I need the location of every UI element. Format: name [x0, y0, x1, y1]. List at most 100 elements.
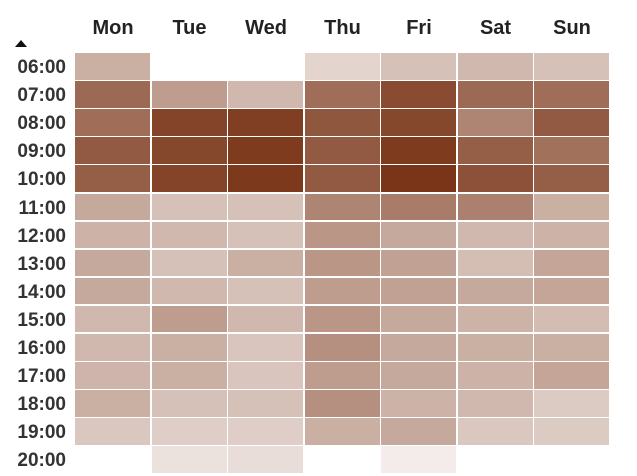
heatmap-cell-tue-0700	[151, 81, 227, 108]
heatmap-cell-fri-1500	[381, 305, 456, 333]
hour-label-1900: 19:00	[17, 422, 66, 444]
hour-label-2000: 20:00	[17, 450, 66, 472]
day-label-thu: Thu	[324, 17, 361, 39]
hour-label-1700: 17:00	[17, 366, 66, 388]
heatmap-cell-sun-0600	[534, 53, 609, 80]
heatmap-cell-tue-1000	[151, 165, 227, 192]
heatmap-cell-mon-1500	[75, 305, 150, 333]
heatmap-cell-sat-1500	[457, 305, 533, 333]
heatmap-cell-wed-1500	[228, 305, 303, 333]
hour-label-1000: 10:00	[17, 169, 66, 191]
heatmap-cell-sat-0800	[457, 109, 533, 136]
heatmap-cell-fri-1300	[381, 249, 456, 277]
heatmap-cell-thu-1800	[304, 390, 380, 417]
heatmap-cell-tue-1500	[151, 305, 227, 333]
heatmap-cell-tue-2000	[151, 446, 227, 473]
heatmap-cell-fri-1100	[381, 193, 456, 221]
heatmap-cell-thu-1700	[304, 362, 380, 389]
heatmap-cell-fri-1800	[381, 390, 456, 417]
heatmap-cell-sun-1100	[534, 193, 609, 221]
heatmap-cell-thu-1100	[304, 193, 380, 221]
heatmap-cell-sat-1700	[457, 362, 533, 389]
heatmap-cell-sun-0700	[534, 81, 609, 108]
heatmap-cell-thu-1500	[304, 305, 380, 333]
heatmap-cell-sat-0700	[457, 81, 533, 108]
heatmap-cell-sun-1400	[534, 277, 609, 305]
heatmap-cell-sat-1300	[457, 249, 533, 277]
heatmap-cell-sun-0900	[534, 137, 609, 164]
heatmap-cell-mon-1100	[75, 193, 150, 221]
heatmap-cell-wed-0700	[228, 81, 303, 108]
heatmap-cell-mon-0700	[75, 81, 150, 108]
heatmap-cell-sat-1100	[457, 193, 533, 221]
heatmap-cell-mon-1000	[75, 165, 150, 192]
hour-label-1300: 13:00	[17, 253, 66, 275]
hour-label-0900: 09:00	[17, 141, 66, 163]
heatmap-cell-sat-1400	[457, 277, 533, 305]
heatmap-cell-thu-1900	[304, 418, 380, 445]
hour-label-0600: 06:00	[17, 57, 66, 78]
heatmap-cell-fri-1000	[381, 165, 456, 192]
heatmap-cell-tue-1900	[151, 418, 227, 445]
heatmap-cell-sun-1800	[534, 390, 609, 417]
heatmap-cell-thu-1600	[304, 334, 380, 361]
heatmap-cell-wed-1300	[228, 249, 303, 277]
heatmap-cell-thu-0600	[304, 53, 380, 80]
day-label-tue: Tue	[172, 17, 207, 39]
day-label-mon: Mon	[92, 17, 134, 39]
sort-ascending-icon[interactable]	[15, 40, 27, 47]
heatmap-cell-thu-1300	[304, 249, 380, 277]
heatmap-cell-tue-1300	[151, 249, 227, 277]
heatmap-cell-sun-1300	[534, 249, 609, 277]
hour-label-1200: 12:00	[17, 225, 66, 247]
day-label-sun: Sun	[553, 17, 591, 39]
heatmap-cell-tue-0800	[151, 109, 227, 136]
heatmap-cell-mon-1900	[75, 418, 150, 445]
hour-label-1800: 18:00	[17, 394, 66, 416]
heatmap-cell-sat-1800	[457, 390, 533, 417]
hour-label-0800: 08:00	[17, 113, 66, 135]
heatmap-cell-fri-1900	[381, 418, 456, 445]
heatmap-cell-wed-2000	[228, 446, 303, 473]
hour-label-1100: 11:00	[18, 197, 66, 219]
heatmap-cell-sat-1600	[457, 334, 533, 361]
heatmap-cell-fri-1400	[381, 277, 456, 305]
heatmap-cell-sat-0900	[457, 137, 533, 164]
heatmap-cell-mon-1600	[75, 334, 150, 361]
heatmap-cell-tue-1600	[151, 334, 227, 361]
heatmap-cell-wed-1200	[228, 221, 303, 249]
heatmap-cell-wed-0900	[228, 137, 303, 164]
heatmap-cell-mon-0800	[75, 109, 150, 136]
heatmap-cell-sun-1500	[534, 305, 609, 333]
hour-label-1400: 14:00	[17, 281, 66, 303]
heatmap-cell-sat-1900	[457, 418, 533, 445]
heatmap-cell-tue-1100	[151, 193, 227, 221]
heatmap-cell-sun-1200	[534, 221, 609, 249]
heatmap-cell-wed-1400	[228, 277, 303, 305]
heatmap-cell-thu-1000	[304, 165, 380, 192]
hour-label-1600: 16:00	[17, 338, 66, 359]
heatmap-cell-mon-1700	[75, 362, 150, 389]
heatmap-cell-fri-1200	[381, 221, 456, 249]
heatmap-cell-sat-0600	[457, 53, 533, 80]
heatmap-cell-mon-0900	[75, 137, 150, 164]
heatmap-cell-tue-1800	[151, 390, 227, 417]
heatmap-cell-mon-1400	[75, 277, 150, 305]
heatmap-cell-wed-1000	[228, 165, 303, 192]
heatmap-cell-fri-0800	[381, 109, 456, 136]
heatmap-cell-wed-1900	[228, 418, 303, 445]
heatmap-cell-sat-1000	[457, 165, 533, 192]
heatmap-cell-fri-2000	[381, 446, 456, 473]
heatmap-cell-mon-0600	[75, 53, 150, 80]
heatmap-cell-wed-1600	[228, 334, 303, 361]
hour-label-0700: 07:00	[17, 85, 66, 107]
heatmap-cell-sun-1700	[534, 362, 609, 389]
day-label-wed: Wed	[245, 17, 287, 39]
heatmap-cell-tue-0900	[151, 137, 227, 164]
heatmap-cell-fri-0700	[381, 81, 456, 108]
heatmap-cell-sun-1000	[534, 165, 609, 192]
heatmap-cell-sun-1900	[534, 418, 609, 445]
heatmap-cell-sun-1600	[534, 334, 609, 361]
hour-label-1500: 15:00	[17, 309, 66, 331]
day-label-fri: Fri	[406, 17, 432, 39]
